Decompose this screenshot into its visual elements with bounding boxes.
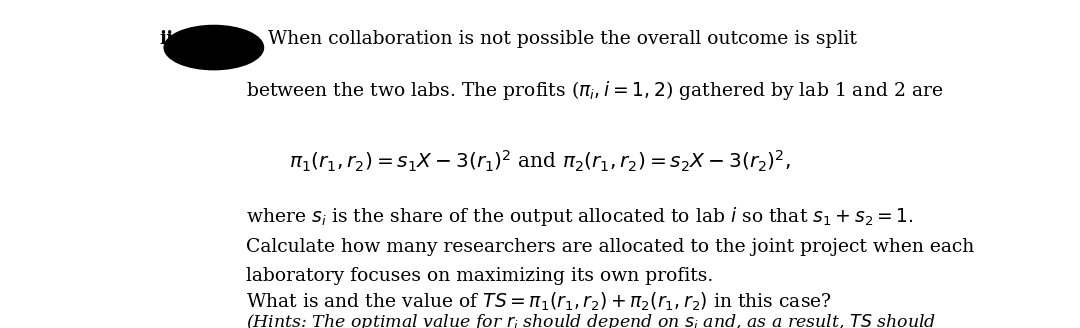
Text: laboratory focuses on maximizing its own profits.: laboratory focuses on maximizing its own… — [246, 267, 714, 285]
Text: When collaboration is not possible the overall outcome is split: When collaboration is not possible the o… — [268, 30, 856, 48]
Text: between the two labs. The profits ($\pi_i, i = 1,2$) gathered by lab 1 and 2 are: between the two labs. The profits ($\pi_… — [246, 79, 944, 102]
Text: where $s_i$ is the share of the output allocated to lab $i$ so that $s_1 + s_2 =: where $s_i$ is the share of the output a… — [246, 205, 914, 228]
Text: ii.: ii. — [160, 30, 180, 48]
Text: What is and the value of $TS = \pi_1(r_1, r_2) + \pi_2(r_1, r_2)$ in this case?: What is and the value of $TS = \pi_1(r_1… — [246, 290, 833, 313]
Text: $\pi_1(r_1, r_2) = s_1X - 3(r_1)^2$ and $\pi_2(r_1, r_2) = s_2X - 3(r_2)^2,$: $\pi_1(r_1, r_2) = s_1X - 3(r_1)^2$ and … — [289, 149, 791, 174]
Ellipse shape — [164, 26, 264, 70]
Text: Calculate how many researchers are allocated to the joint project when each: Calculate how many researchers are alloc… — [246, 238, 974, 256]
Text: (Hints: The optimal value for $r_i$ should depend on $s_i$ and, as a result, $TS: (Hints: The optimal value for $r_i$ shou… — [246, 312, 936, 328]
